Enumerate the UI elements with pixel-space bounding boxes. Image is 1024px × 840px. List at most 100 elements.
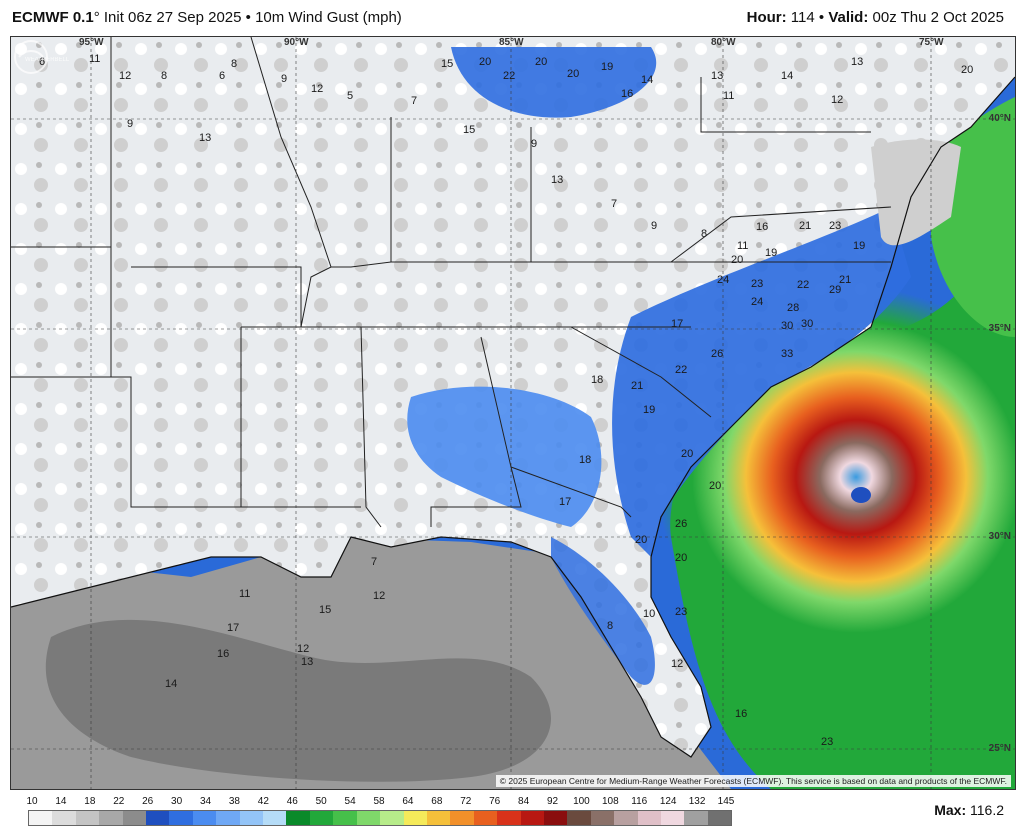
wind-gust-map[interactable]: 6 11 12 8 6 8 9 12 15 20 22 20 20 19 14 16 13 11 14 12 13 20 9… [10, 36, 1016, 790]
gust-value-label: 12 [119, 70, 131, 82]
colorbar-tick-label: 46 [286, 796, 298, 807]
gust-value-label: 18 [591, 374, 603, 386]
gust-value-label: 23 [829, 220, 841, 232]
gust-value-label: 20 [675, 552, 687, 564]
degree-symbol: ° [93, 9, 100, 26]
gust-value-label: 20 [535, 56, 547, 68]
gust-value-label: 28 [787, 302, 799, 314]
colorbar-swatch [567, 811, 591, 825]
valid-time-info: Hour: 114 • Valid: 00z Thu 2 Oct 2025 [747, 9, 1004, 26]
gust-value-label: 24 [751, 296, 763, 308]
colorbar-swatch [169, 811, 193, 825]
hour-label: Hour: [746, 9, 787, 26]
colorbar-swatch [356, 811, 381, 825]
gust-value-label: 30 [781, 320, 793, 332]
colorbar-tick-label: 124 [659, 796, 677, 807]
gust-value-label: 6 [39, 56, 45, 68]
colorbar-tick-label: 72 [460, 796, 472, 807]
hour-value: 114 [790, 9, 815, 26]
gust-value-label: 16 [621, 88, 633, 100]
colorbar-legend [28, 810, 732, 826]
gust-value-label: 5 [347, 90, 353, 102]
gust-value-label: 12 [373, 590, 385, 602]
gust-value-label: 23 [675, 606, 687, 618]
colorbar-tick-label: 34 [199, 796, 212, 807]
gust-value-label: 8 [161, 70, 167, 82]
gust-value-label: 19 [853, 240, 865, 252]
colorbar-swatch [216, 811, 240, 825]
colorbar-tick-label: 64 [402, 796, 414, 807]
gust-value-label: 24 [717, 274, 729, 286]
colorbar-swatch [590, 811, 615, 825]
gust-value-label: 9 [127, 118, 133, 130]
field-name: 10m Wind Gust (mph) [255, 9, 402, 26]
gust-value-label: 11 [89, 53, 100, 65]
gust-value-label: 17 [559, 496, 571, 508]
colorbar-tick-label: 108 [601, 796, 619, 807]
colorbar-swatch [333, 811, 357, 825]
colorbar-tick-labels: 10 14 18 22 26 30 34 38 42 46 50 54 58 64 68 72 76 84 92 10… [26, 796, 734, 808]
data-credit: © 2025 European Centre for Medium-Range … [495, 775, 1011, 787]
gust-value-label: 12 [671, 658, 683, 670]
gust-value-label: 26 [711, 348, 723, 360]
weatherbell-logo: WEATHERBELL [14, 40, 70, 74]
colorbar-swatch [473, 811, 498, 825]
colorbar-tick-label: 26 [142, 796, 154, 807]
colorbar-tick-label: 76 [489, 796, 501, 807]
colorbar-swatch [192, 811, 217, 825]
gust-value-label: 13 [301, 656, 313, 668]
colorbar-swatch [380, 811, 404, 825]
state-borders [11, 37, 892, 528]
gust-value-label: 21 [799, 220, 811, 232]
gust-value-label: 14 [781, 70, 793, 82]
gust-value-label: 10 [643, 608, 655, 620]
gust-value-label: 14 [641, 74, 653, 86]
gust-value-label: 9 [281, 73, 287, 85]
gust-value-label: 17 [671, 318, 683, 330]
gust-value-label: 7 [371, 556, 377, 568]
gust-value-label: 19 [643, 404, 655, 416]
colorbar-swatch [122, 811, 147, 825]
gust-value-label: 11 [723, 90, 734, 102]
lat-label-35n: 35°N [988, 323, 1011, 334]
lat-label-25n: 25°N [988, 743, 1011, 754]
colorbar-tick-label: 132 [688, 796, 706, 807]
gust-value-label: 18 [579, 454, 591, 466]
gust-band-florida [551, 537, 655, 685]
gust-value-label: 20 [731, 254, 743, 266]
lon-label-80w: 80°W [711, 37, 736, 48]
colorbar-tick-label: 38 [228, 796, 240, 807]
gust-value-label: 12 [297, 643, 309, 655]
colorbar-tick-label: 22 [113, 796, 125, 807]
gust-value-label: 8 [231, 58, 237, 70]
gust-band-carolinas [612, 207, 911, 557]
lat-label-40n: 40°N [988, 113, 1011, 124]
gust-value-label: 13 [199, 132, 211, 144]
gust-value-label: 8 [607, 620, 613, 632]
gust-value-label: 29 [829, 284, 841, 296]
gust-value-label: 17 [227, 622, 239, 634]
colorbar-swatch [309, 811, 334, 825]
gust-value-label: 20 [961, 64, 973, 76]
colorbar-swatch [286, 811, 310, 825]
gust-value-label: 20 [635, 534, 647, 546]
colorbar-swatch [497, 811, 521, 825]
gust-value-label: 22 [675, 364, 687, 376]
colorbar-tick-label: 50 [315, 796, 327, 807]
gust-value-label: 22 [503, 70, 515, 82]
gulf-dark-patch [45, 619, 552, 782]
max-label: Max: [934, 802, 967, 818]
colorbar-tick-label: 84 [518, 796, 530, 807]
gust-value-label: 16 [735, 708, 747, 720]
gust-value-label: 15 [463, 124, 475, 136]
colorbar-swatch [426, 811, 451, 825]
gust-value-label: 13 [711, 70, 723, 82]
gust-value-label: 23 [751, 278, 763, 290]
max-value-readout: Max: 116.2 [934, 802, 1004, 818]
gust-band-georgia [407, 386, 602, 527]
colorbar-tick-label: 10 [26, 796, 38, 807]
gust-value-label: 20 [709, 480, 721, 492]
gust-value-label: 26 [675, 518, 687, 530]
